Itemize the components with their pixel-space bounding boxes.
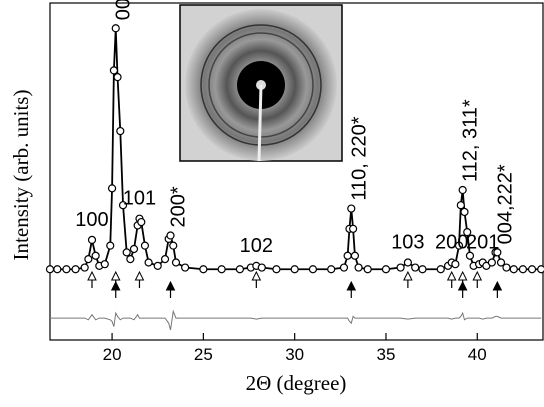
data-point <box>457 202 464 209</box>
data-point <box>459 187 466 194</box>
chart: 2Θ (degree) Intensity (arb. units) 20 25 3… <box>0 0 544 407</box>
data-point <box>291 266 298 273</box>
data-point <box>63 266 70 273</box>
data-point <box>47 266 54 273</box>
data-point <box>145 259 152 266</box>
data-point <box>328 266 335 273</box>
data-point <box>503 264 510 271</box>
data-point <box>350 225 357 232</box>
data-point <box>461 208 468 215</box>
filled-arrow <box>112 282 120 290</box>
data-point <box>355 264 362 271</box>
data-point <box>452 261 459 268</box>
peak-label: 103 <box>391 231 424 253</box>
data-point <box>419 266 426 273</box>
x-tick-label: 30 <box>285 345 304 364</box>
data-point <box>101 261 108 268</box>
data-point <box>309 266 316 273</box>
data-point <box>117 128 124 135</box>
data-point <box>200 266 207 273</box>
data-point <box>397 264 404 271</box>
filled-arrow <box>493 282 501 290</box>
data-point <box>510 266 517 273</box>
data-point <box>85 256 92 263</box>
data-point <box>112 25 119 32</box>
data-point <box>519 266 526 273</box>
data-point <box>273 266 280 273</box>
data-point <box>351 252 358 259</box>
data-point <box>382 266 389 273</box>
open-arrow <box>404 272 412 280</box>
data-point <box>340 264 347 271</box>
peak-label: 200 <box>435 231 468 253</box>
open-arrow <box>448 272 456 280</box>
open-arrow <box>135 272 143 280</box>
data-point <box>538 266 544 273</box>
data-point <box>529 266 536 273</box>
series-line <box>50 311 541 330</box>
data-point <box>123 249 130 256</box>
filled-arrow <box>459 282 467 290</box>
peak-label: 100 <box>75 209 108 231</box>
x-tick-label: 20 <box>103 345 122 364</box>
open-arrow <box>473 272 481 280</box>
data-point <box>81 264 88 271</box>
data-point <box>138 219 145 226</box>
data-point <box>54 266 61 273</box>
open-arrow <box>252 272 260 280</box>
open-arrow <box>88 272 96 280</box>
peak-label: 004,222* <box>494 164 516 244</box>
data-point <box>218 266 225 273</box>
data-point <box>127 256 134 263</box>
data-point <box>344 252 351 259</box>
data-point <box>182 264 189 271</box>
data-point <box>141 242 148 249</box>
x-axis-label: 2Θ (degree) <box>246 371 347 395</box>
data-point <box>162 256 169 263</box>
peak-label: 102 <box>240 235 273 257</box>
data-point <box>130 246 137 253</box>
data-point <box>172 259 179 266</box>
data-point <box>110 67 117 74</box>
data-point <box>72 266 79 273</box>
data-point <box>170 242 177 249</box>
peak-label: 110, 220* <box>348 116 370 200</box>
open-arrow <box>459 272 467 280</box>
peak-label: 112, 311* <box>460 99 482 182</box>
data-point <box>364 266 371 273</box>
filled-arrow <box>347 282 355 290</box>
data-point <box>348 205 355 212</box>
data-point <box>107 242 114 249</box>
data-point <box>109 185 116 192</box>
data-point <box>258 264 265 271</box>
peak-label: 200* <box>168 186 190 227</box>
filled-arrow <box>167 282 175 290</box>
x-tick-label: 40 <box>468 345 487 364</box>
data-point <box>488 259 495 266</box>
open-arrow <box>112 272 120 280</box>
data-point <box>154 262 161 269</box>
data-point <box>114 74 121 81</box>
x-tick-label: 25 <box>194 345 213 364</box>
y-axis-label: Intensity (arb. units) <box>9 90 33 261</box>
data-point <box>412 264 419 271</box>
data-point <box>404 259 411 266</box>
peak-label: 002,111* <box>113 0 135 20</box>
data-point <box>167 232 174 239</box>
x-tick-label: 35 <box>377 345 396 364</box>
data-point <box>92 252 99 259</box>
data-point <box>88 236 95 243</box>
inset-image <box>180 5 342 161</box>
data-point <box>437 266 444 273</box>
peak-label: 101 <box>123 188 156 210</box>
data-point <box>236 266 243 273</box>
